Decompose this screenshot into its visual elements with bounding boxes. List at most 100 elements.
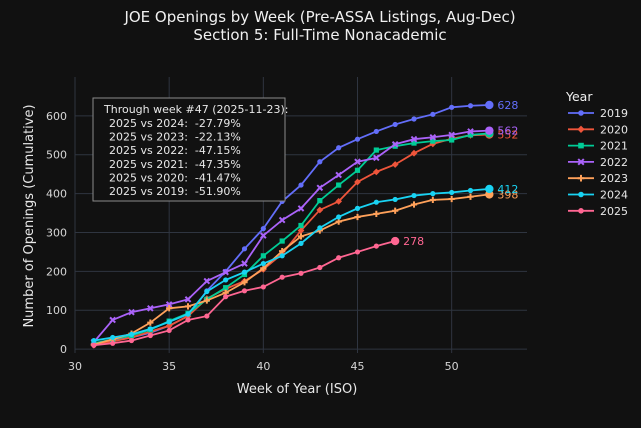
annotation-line: 2025 vs 2024: -27.79% (109, 117, 241, 130)
data-point (410, 149, 418, 157)
legend-label: 2024 (600, 189, 628, 202)
end-label-2025: 278 (403, 235, 424, 248)
data-point (185, 317, 191, 323)
data-point (147, 332, 153, 339)
data-point (373, 210, 380, 217)
y-tick-label: 100 (46, 304, 67, 317)
end-point (485, 126, 494, 135)
data-point (411, 140, 417, 146)
data-point (91, 337, 97, 344)
data-point (91, 342, 97, 348)
legend-item-2022[interactable]: 2022 (568, 156, 628, 169)
annotation-line: 2025 vs 2019: -51.90% (109, 185, 241, 198)
data-point (203, 277, 211, 285)
data-point (166, 319, 172, 325)
data-point (577, 158, 585, 166)
series-line-2024 (93, 188, 490, 342)
end-label-2022: 562 (497, 125, 518, 138)
data-point (373, 243, 379, 249)
data-point (165, 301, 173, 308)
data-point (336, 255, 342, 261)
data-point (467, 193, 474, 200)
legend-label: 2022 (600, 156, 628, 169)
data-point (411, 192, 417, 199)
data-point (279, 274, 285, 280)
legend-item-2019[interactable]: 2019 (568, 107, 628, 120)
end-point (390, 236, 400, 246)
data-point (298, 240, 304, 246)
data-point (166, 305, 173, 312)
data-point (449, 104, 455, 110)
data-point (128, 331, 135, 337)
data-point (204, 288, 210, 295)
series-2023: 398 (90, 188, 518, 348)
data-point (165, 322, 173, 330)
data-point (467, 187, 474, 194)
legend-item-2020[interactable]: 2020 (568, 123, 628, 136)
data-point (392, 196, 398, 203)
data-point (373, 147, 379, 153)
legend[interactable]: Year 2019 2020 2021 2022 2023 2024 2025 (565, 89, 628, 218)
data-point (279, 238, 285, 244)
data-point (128, 337, 135, 344)
annotation-line: 2025 vs 2021: -47.35% (109, 158, 241, 171)
data-point (317, 264, 323, 271)
data-point (430, 191, 436, 197)
y-tick-label: 400 (46, 188, 67, 201)
data-point (578, 208, 584, 214)
end-label-2019: 628 (497, 99, 518, 112)
data-point (336, 145, 342, 151)
series-line-2022 (93, 129, 490, 343)
legend-item-2024[interactable]: 2024 (568, 189, 628, 202)
chart-subtitle: Section 5: Full-Time Nonacademic (193, 26, 446, 44)
end-label-2023: 398 (497, 188, 518, 201)
end-label-2020: 552 (497, 129, 518, 142)
data-point (241, 288, 248, 294)
data-point (410, 135, 418, 143)
data-point (467, 128, 474, 135)
x-tick-label: 45 (351, 360, 365, 373)
data-point (429, 133, 437, 141)
data-point (354, 178, 361, 186)
data-point (128, 308, 135, 316)
legend-label: 2019 (600, 107, 628, 120)
data-point (373, 128, 379, 135)
data-point (373, 199, 379, 205)
data-point (204, 313, 210, 319)
annotation-title: Through week #47 (2025-11-23): (103, 103, 288, 116)
data-point (467, 132, 474, 138)
data-point (298, 182, 304, 188)
data-point (392, 143, 398, 149)
end-point (485, 100, 494, 110)
data-point (260, 284, 266, 290)
data-point (110, 334, 116, 341)
data-point (222, 268, 229, 276)
data-point (260, 253, 266, 259)
data-point (354, 205, 361, 211)
data-point (392, 207, 399, 214)
data-point (430, 111, 436, 117)
y-tick-label: 0 (60, 343, 67, 356)
legend-item-2025[interactable]: 2025 (568, 205, 628, 218)
x-tick-label: 50 (445, 360, 459, 373)
end-point (485, 184, 494, 194)
data-point (297, 227, 305, 234)
data-point (317, 159, 323, 165)
data-point (297, 205, 305, 212)
data-point (578, 142, 584, 149)
data-point (335, 198, 343, 205)
data-point (467, 103, 474, 109)
data-point (391, 161, 399, 168)
y-tick-label: 200 (46, 265, 67, 278)
legend-item-2023[interactable]: 2023 (568, 172, 628, 185)
annotation-box: Through week #47 (2025-11-23):2025 vs 20… (92, 97, 288, 202)
data-point (354, 213, 361, 221)
data-point (241, 246, 248, 252)
legend-item-2021[interactable]: 2021 (568, 140, 628, 153)
data-point (260, 232, 267, 239)
data-point (449, 189, 455, 196)
data-point (297, 233, 305, 240)
data-point (335, 171, 342, 179)
